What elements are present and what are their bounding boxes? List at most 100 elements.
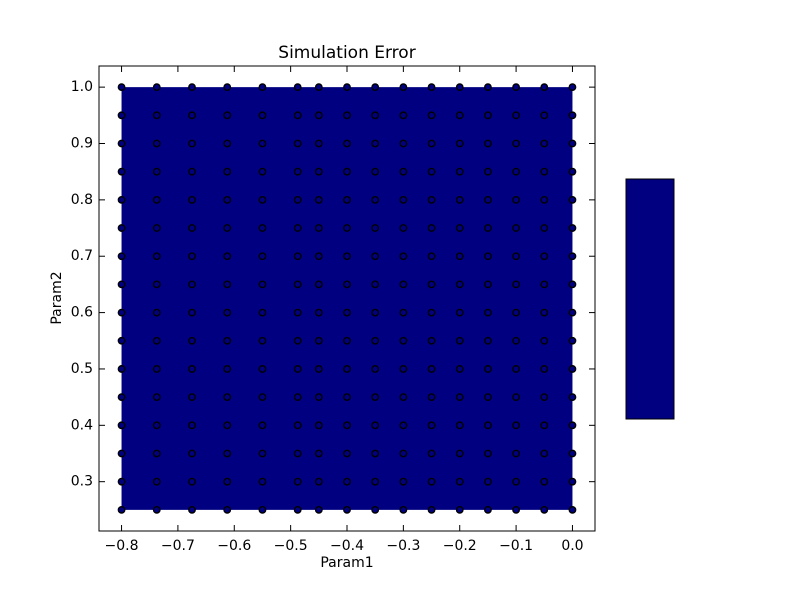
grid-point [152, 195, 161, 204]
grid-point [427, 393, 436, 402]
grid-point [152, 252, 161, 261]
grid-point [455, 195, 464, 204]
filled-contour [121, 87, 573, 510]
grid-point [188, 252, 196, 261]
grid-point [540, 252, 549, 261]
grid-point [399, 421, 408, 430]
grid-point [152, 280, 161, 289]
x-tick-label: −0.1 [499, 538, 533, 554]
grid-point [343, 505, 351, 514]
grid-point [371, 195, 380, 204]
grid-point [568, 224, 577, 232]
grid-point [540, 308, 549, 317]
grid-point [540, 365, 549, 373]
grid-point [343, 477, 351, 486]
grid-point [258, 449, 267, 458]
grid-point [293, 280, 302, 289]
grid-point [258, 252, 267, 261]
grid-point [371, 139, 380, 148]
grid-point [188, 505, 196, 514]
grid-point [455, 280, 464, 289]
grid-point [568, 280, 577, 289]
grid-point [293, 139, 302, 148]
grid-point [568, 477, 577, 486]
grid-point [455, 365, 464, 373]
grid-point [540, 421, 549, 430]
grid-point [258, 139, 267, 148]
grid-point [152, 505, 161, 514]
grid-point [455, 83, 464, 92]
grid-point [540, 449, 549, 458]
grid-point [343, 139, 351, 148]
grid-point [314, 449, 323, 458]
grid-point [512, 280, 520, 289]
grid-point [152, 393, 161, 402]
grid-point [223, 83, 232, 92]
x-tick-label: −0.2 [443, 538, 477, 554]
grid-point [455, 477, 464, 486]
grid-point [258, 365, 267, 373]
grid-point [540, 336, 549, 345]
grid-point [293, 252, 302, 261]
grid-point [371, 83, 380, 92]
grid-point [223, 224, 232, 232]
grid-point [568, 393, 577, 402]
grid-point [117, 336, 126, 345]
grid-point [568, 449, 577, 458]
grid-point [117, 167, 126, 176]
grid-point [371, 505, 380, 514]
grid-point [343, 83, 351, 92]
plot-area [117, 83, 577, 514]
grid-point [399, 224, 408, 232]
grid-point [540, 83, 549, 92]
grid-point [484, 336, 492, 345]
grid-point [152, 477, 161, 486]
grid-point [484, 224, 492, 232]
y-tick-label: 0.9 [71, 136, 93, 152]
grid-point [188, 224, 196, 232]
grid-point [399, 139, 408, 148]
grid-point [117, 308, 126, 317]
grid-point [258, 280, 267, 289]
x-tick-label: −0.3 [386, 538, 420, 554]
grid-point [540, 195, 549, 204]
grid-point [293, 111, 302, 120]
grid-point [455, 252, 464, 261]
grid-point [258, 421, 267, 430]
grid-point [223, 449, 232, 458]
grid-point [484, 477, 492, 486]
grid-point [399, 167, 408, 176]
grid-point [484, 111, 492, 120]
grid-point [371, 280, 380, 289]
grid-point [314, 393, 323, 402]
grid-point [427, 252, 436, 261]
grid-point [223, 195, 232, 204]
grid-point [484, 195, 492, 204]
grid-point [343, 421, 351, 430]
grid-point [117, 195, 126, 204]
grid-point [512, 224, 520, 232]
grid-point [188, 421, 196, 430]
grid-point [568, 167, 577, 176]
grid-point [512, 393, 520, 402]
grid-point [314, 505, 323, 514]
grid-point [152, 139, 161, 148]
grid-point [512, 252, 520, 261]
grid-point [568, 505, 577, 514]
grid-point [427, 111, 436, 120]
grid-point [427, 505, 436, 514]
grid-point [223, 505, 232, 514]
grid-point [314, 139, 323, 148]
grid-point [293, 505, 302, 514]
grid-point [371, 224, 380, 232]
x-tick-label: 0.0 [561, 538, 583, 554]
grid-point [314, 365, 323, 373]
grid-point [540, 167, 549, 176]
grid-point [152, 83, 161, 92]
grid-point [343, 393, 351, 402]
grid-point [427, 195, 436, 204]
grid-point [293, 83, 302, 92]
grid-point [568, 195, 577, 204]
grid-point [293, 308, 302, 317]
grid-point [117, 83, 126, 92]
